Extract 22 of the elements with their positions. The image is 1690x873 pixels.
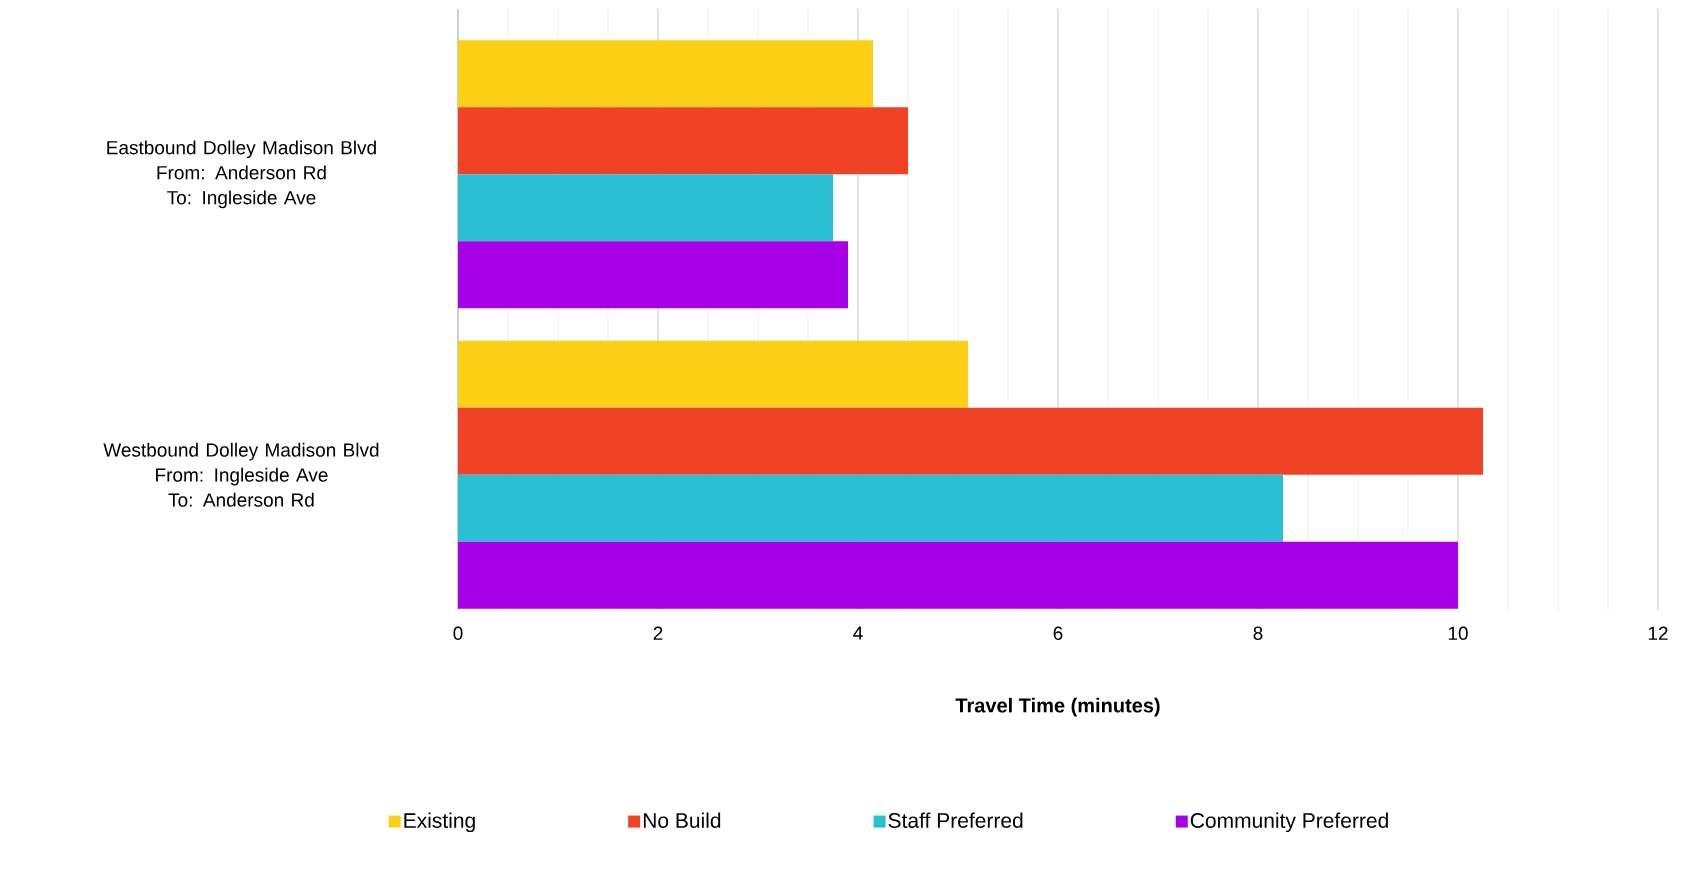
bar (458, 474, 1283, 542)
x-tick-label: 2 (653, 626, 663, 640)
legend-label: Community Preferred (1190, 812, 1388, 833)
bar (458, 407, 1483, 475)
legend-label: Existing (404, 812, 475, 833)
bar (458, 340, 968, 408)
x-tick-label: 12 (1648, 626, 1668, 640)
y-tick-label: Westbound Dolley Madison Blvd From: Ingleside Ave To: Anderson Rd (103, 442, 379, 507)
x-tick-label: 0 (453, 626, 463, 640)
x-tick-label: 4 (853, 626, 863, 640)
x-axis-title: Travel Time (minutes) (955, 697, 1160, 717)
bar (458, 107, 908, 175)
x-tick-label: 6 (1053, 626, 1063, 640)
bar (458, 40, 873, 108)
x-tick-label: 10 (1448, 626, 1468, 640)
y-tick-label: Eastbound Dolley Madison Blvd From: Anderson Rd To: Ingleside Ave (107, 140, 376, 209)
bar (458, 174, 833, 242)
bar (458, 541, 1458, 609)
bar (458, 241, 848, 309)
legend-label: Staff Preferred (888, 812, 1023, 828)
x-tick-label: 8 (1253, 626, 1263, 640)
legend-label: No Build (643, 812, 721, 828)
